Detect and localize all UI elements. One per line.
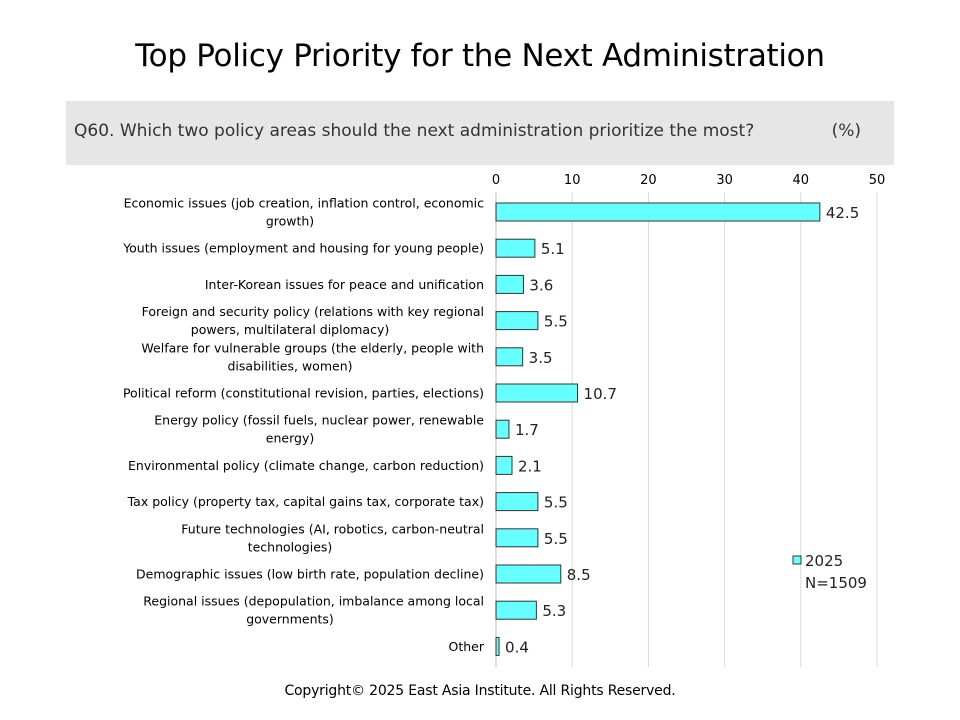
data-label: 2.1 (518, 457, 542, 475)
category-label: Economic issues (job creation, inflation… (124, 196, 485, 211)
x-tick-label: 10 (564, 173, 581, 188)
category-label: Inter-Korean issues for peace and unific… (205, 277, 484, 292)
category-label: Regional issues (depopulation, imbalance… (143, 594, 484, 609)
x-axis-ticks: 0 10 20 30 40 50 (492, 173, 885, 188)
bar (495, 274, 524, 294)
bar (495, 347, 524, 367)
data-labels: 42.5 5.1 3.6 5.5 3.5 10.7 1.7 2.1 5.5 5.5 8.55.3 0.… (505, 204, 859, 656)
data-label: 10.7 (584, 385, 617, 403)
bar (495, 492, 539, 512)
data-label: 5.5 (544, 494, 568, 512)
data-label: 1.7 (515, 421, 539, 439)
x-tick-label: 20 (640, 173, 657, 188)
category-label: Energy policy (fossil fuels, nuclear pow… (154, 413, 484, 428)
category-label: Other (449, 639, 485, 654)
category-label: energy) (266, 431, 314, 446)
data-label: 3.5 (529, 349, 553, 367)
category-label: Tax policy (property tax, capital gains … (127, 494, 484, 509)
category-label: Environmental policy (climate change, ca… (128, 458, 484, 473)
question-text: Q60. Which two policy areas should the n… (74, 121, 755, 141)
category-label: powers, multilateral diplomacy) (191, 322, 389, 337)
bar (495, 202, 821, 222)
data-label: 5.3 (542, 602, 566, 620)
category-label: Future technologies (AI, robotics, carbo… (181, 521, 484, 536)
category-label: governments) (246, 612, 334, 627)
data-label: 8.5 (567, 566, 591, 584)
x-tick-label: 30 (716, 173, 733, 188)
category-label: technologies) (248, 539, 333, 554)
category-label: growth) (266, 214, 314, 229)
legend: 2025 N=1509 (792, 552, 867, 592)
category-label: Foreign and security policy (relations w… (142, 304, 484, 319)
bar (495, 383, 579, 403)
bars (495, 202, 821, 656)
copyright-footer: Copyright© 2025 East Asia Institute. All… (284, 683, 676, 699)
x-tick-label: 40 (793, 173, 810, 188)
legend-swatch (792, 555, 802, 565)
bar (495, 455, 513, 475)
chart-title: Top Policy Priority for the Next Adminis… (135, 38, 825, 74)
data-label: 3.6 (529, 276, 553, 294)
bar (495, 564, 562, 584)
x-tick-label: 50 (869, 173, 886, 188)
category-label: Youth issues (employment and housing for… (122, 241, 484, 256)
legend-label: 2025 (805, 552, 843, 570)
data-label: 5.5 (544, 530, 568, 548)
category-label: Demographic issues (low birth rate, popu… (136, 567, 484, 582)
bar (495, 311, 539, 331)
x-tick-label: 0 (492, 173, 500, 188)
unit-label: (%) (831, 121, 861, 141)
category-labels: Economic issues (job creation, inflation… (122, 196, 485, 654)
bar (495, 419, 510, 439)
data-label: 0.4 (505, 638, 529, 656)
bar (495, 528, 539, 548)
bar (495, 636, 500, 656)
category-label: disabilities, women) (228, 358, 353, 373)
question-band: Q60. Which two policy areas should the n… (66, 101, 894, 165)
category-label: Political reform (constitutional revisio… (123, 386, 484, 401)
data-label: 5.1 (541, 240, 565, 258)
data-label: 42.5 (826, 204, 859, 222)
legend-note: N=1509 (805, 574, 867, 592)
data-label: 5.5 (544, 313, 568, 331)
category-label: Welfare for vulnerable groups (the elder… (141, 340, 484, 355)
bar (495, 600, 537, 620)
bar (495, 238, 536, 258)
gridlines (495, 192, 878, 667)
